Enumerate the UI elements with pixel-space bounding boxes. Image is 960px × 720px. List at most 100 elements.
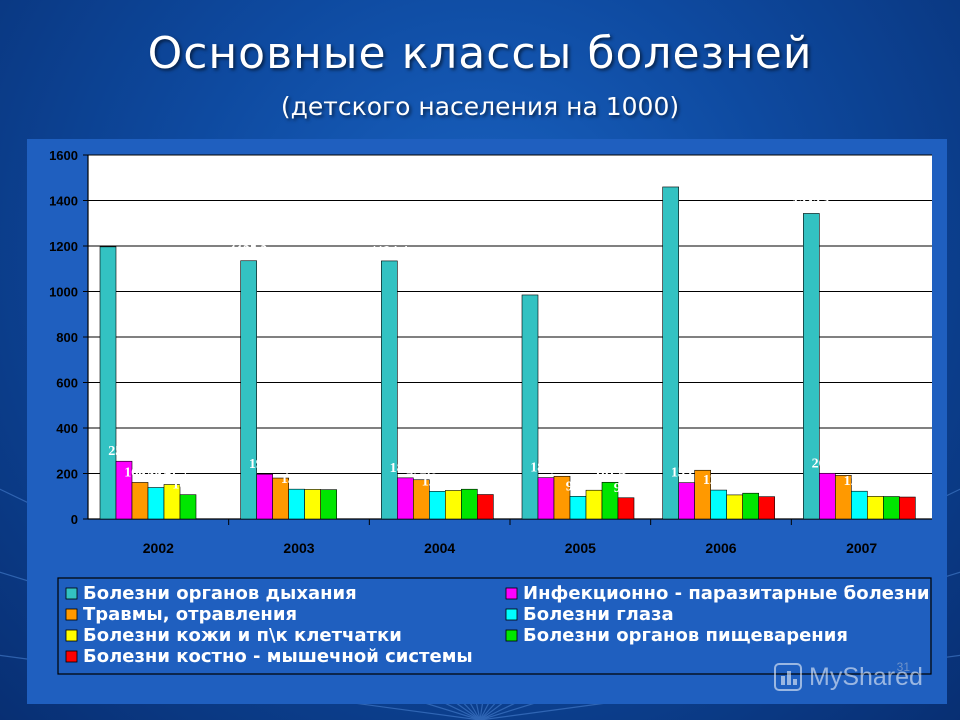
y-tick-label: 1000 [49, 285, 78, 300]
bar [99, 246, 117, 520]
bar [537, 477, 555, 520]
y-tick-label: 200 [56, 467, 78, 482]
bar [461, 488, 478, 520]
bar [429, 491, 446, 520]
x-tick-label: 2002 [143, 540, 174, 556]
data-label: 181,9 [530, 461, 562, 476]
bar [758, 496, 775, 520]
data-label: 129,0 [313, 473, 345, 488]
bar [726, 494, 743, 520]
y-tick-label: 1400 [49, 194, 78, 209]
data-label: 130,9 [454, 472, 486, 487]
y-tick-label: 400 [56, 421, 78, 436]
bar [851, 490, 868, 520]
bar [320, 489, 337, 520]
x-tick-label: 2005 [565, 540, 596, 556]
bar [240, 260, 257, 520]
data-label: 214,3 [687, 453, 719, 468]
data-label: 151,7 [156, 467, 188, 482]
data-label: 121,5 [422, 474, 454, 489]
data-label: 98,2 [754, 480, 779, 495]
data-label: 105,9 [719, 478, 751, 493]
data-label: 1343,1 [792, 196, 831, 211]
bar [585, 489, 603, 520]
data-label: 1135,2 [230, 244, 268, 259]
legend-box [57, 577, 932, 675]
data-label: 1459,5 [651, 170, 690, 185]
data-label: 107,6 [470, 478, 502, 493]
data-label: 180,9 [390, 461, 422, 476]
data-label: 160,7 [124, 465, 156, 480]
data-label: 125,5 [438, 473, 470, 488]
data-label: 201,0 [812, 456, 844, 471]
bar [397, 477, 414, 520]
y-tick-label: 800 [56, 330, 78, 345]
bar [803, 213, 820, 520]
data-label: 93,4 [614, 481, 639, 496]
data-label: 1134,4 [370, 244, 408, 259]
legend-entry: Болезни глаза [523, 604, 674, 625]
y-tick-label: 1600 [49, 148, 78, 163]
data-label: 99,5 [863, 479, 888, 494]
data-label: 161,4 [594, 465, 626, 480]
watermark: MyShared [773, 659, 953, 695]
bar [662, 186, 679, 520]
y-tick-label: 1200 [49, 239, 78, 254]
data-label: 96,5 [895, 480, 920, 495]
legend-entry: Болезни костно - мышечной системы [83, 646, 473, 667]
legend-entry: Болезни кожи и п\к клетчатки [83, 625, 402, 646]
data-label: 131,1 [281, 472, 313, 487]
bar [131, 482, 149, 520]
watermark-text: MyShared [809, 662, 923, 691]
data-label: 113,4 [735, 476, 766, 491]
y-tick-label: 600 [56, 376, 78, 391]
bar [304, 489, 321, 520]
bar [445, 490, 462, 520]
slide-subtitle: (детского населения на 1000) [280, 92, 680, 121]
data-label: 130,0 [297, 472, 329, 487]
data-label: 253,9 [108, 444, 140, 459]
x-tick-label: 2003 [283, 540, 314, 556]
data-label: 106,8 [172, 478, 204, 493]
legend-entry: Травмы, отравления [83, 604, 297, 625]
x-tick-label: 2004 [424, 540, 455, 556]
data-label: 127,1 [703, 473, 735, 488]
bar [288, 488, 305, 520]
watermark-logo-icon [774, 663, 802, 691]
bar [477, 494, 494, 520]
bar [678, 482, 695, 520]
bar [819, 472, 836, 520]
bar [256, 473, 273, 520]
data-label: 984,8 [514, 278, 546, 293]
bar [742, 492, 759, 520]
legend-swatch [505, 608, 518, 621]
bar [381, 260, 398, 520]
bar [710, 489, 727, 520]
data-label: 122,1 [844, 474, 876, 489]
x-tick-label: 2006 [705, 540, 736, 556]
bar [883, 496, 900, 520]
data-label: 187,8 [546, 459, 578, 474]
bar [569, 495, 587, 520]
data-label: 197,0 [249, 457, 281, 472]
page-number: 31 [896, 660, 910, 674]
y-tick-label: 0 [71, 512, 78, 527]
bar [867, 496, 884, 520]
data-label: 138,5 [140, 470, 172, 485]
legend-swatch [505, 587, 518, 600]
bar [899, 496, 916, 520]
legend-swatch [65, 587, 78, 600]
data-label: 172,6 [406, 463, 438, 478]
legend-entry: Болезни органов пищеварения [523, 625, 848, 646]
slide-title: Основные классы болезней [147, 28, 813, 79]
legend-entry: Инфекционно - паразитарные болезни [523, 583, 930, 604]
bar [521, 294, 539, 520]
bar [147, 487, 165, 520]
legend-swatch [65, 629, 78, 642]
data-label: 98,8 [879, 480, 904, 495]
data-label: 191,7 [828, 458, 860, 473]
bar [617, 497, 635, 520]
legend-entry: Болезни органов дыхания [83, 583, 357, 604]
legend-swatch [65, 608, 78, 621]
